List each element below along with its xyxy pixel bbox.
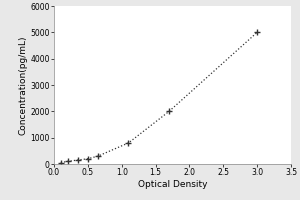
Y-axis label: Concentration(pg/mL): Concentration(pg/mL): [19, 35, 28, 135]
X-axis label: Optical Density: Optical Density: [138, 180, 207, 189]
